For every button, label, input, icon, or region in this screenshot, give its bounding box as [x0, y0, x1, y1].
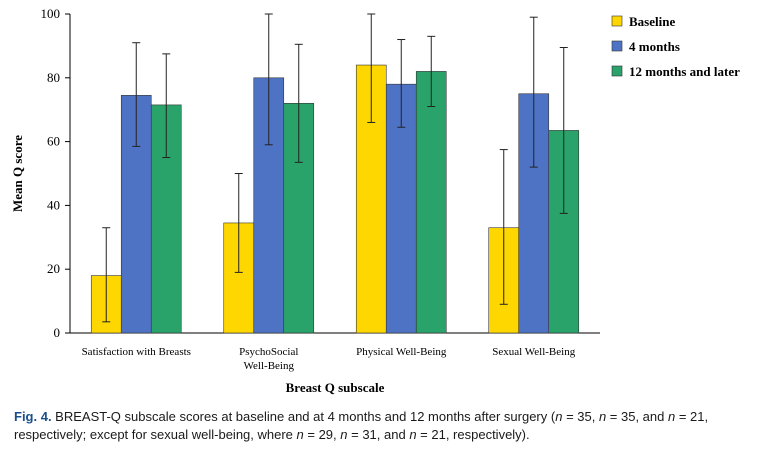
x-category-label: Satisfaction with Breasts — [82, 346, 191, 358]
legend-label: 12 months and later — [629, 64, 740, 79]
legend-swatch — [611, 15, 623, 27]
caption-text: = 29, — [303, 427, 341, 442]
caption-n: n — [409, 427, 417, 442]
legend-swatch — [611, 40, 623, 52]
bar-chart: 0 20 40 60 80 100 Satisfaction with Breasts Ps… — [10, 6, 740, 395]
y-tick-label: 40 — [47, 197, 60, 212]
y-tick-label: 100 — [41, 6, 61, 21]
legend: Baseline 4 months 12 months and later — [611, 14, 740, 79]
caption-text: BREAST-Q subscale scores at baseline and… — [51, 409, 556, 424]
caption-text: = 21, respectively). — [416, 427, 530, 442]
y-tick-label: 20 — [47, 261, 60, 276]
caption-text: = 35, and — [606, 409, 668, 424]
caption-text: = 35, — [562, 409, 599, 424]
caption-n: n — [555, 409, 563, 424]
y-tick-label: 0 — [54, 325, 61, 340]
legend-label: 4 months — [629, 39, 680, 54]
bar-12-months-and-later — [415, 71, 447, 334]
caption-n: n — [296, 427, 304, 442]
x-category-label: PsychoSocial Well-Being — [239, 346, 298, 372]
caption-text: = 21, respectively; except for sexual we… — [14, 409, 709, 442]
caption-n: n — [668, 409, 676, 424]
figure-caption: Fig. 4. BREAST-Q subscale scores at base… — [14, 408, 759, 444]
x-category-label: Physical Well-Being — [356, 346, 447, 358]
x-axis-title: Breast Q subscale — [286, 380, 385, 395]
legend-label: Baseline — [629, 14, 675, 29]
caption-n: n — [340, 427, 348, 442]
bars — [90, 13, 580, 334]
legend-swatch — [611, 65, 623, 77]
y-tick-label: 80 — [47, 70, 60, 85]
caption-text: = 31, and — [347, 427, 410, 442]
y-axis-title: Mean Q score — [10, 135, 25, 212]
x-category-labels: Satisfaction with Breasts PsychoSocial Wel… — [82, 346, 576, 372]
y-tick-label: 60 — [47, 134, 60, 149]
caption-label: Fig. 4. — [14, 409, 52, 424]
x-category-label: Sexual Well-Being — [492, 346, 575, 358]
caption-n: n — [598, 409, 607, 424]
